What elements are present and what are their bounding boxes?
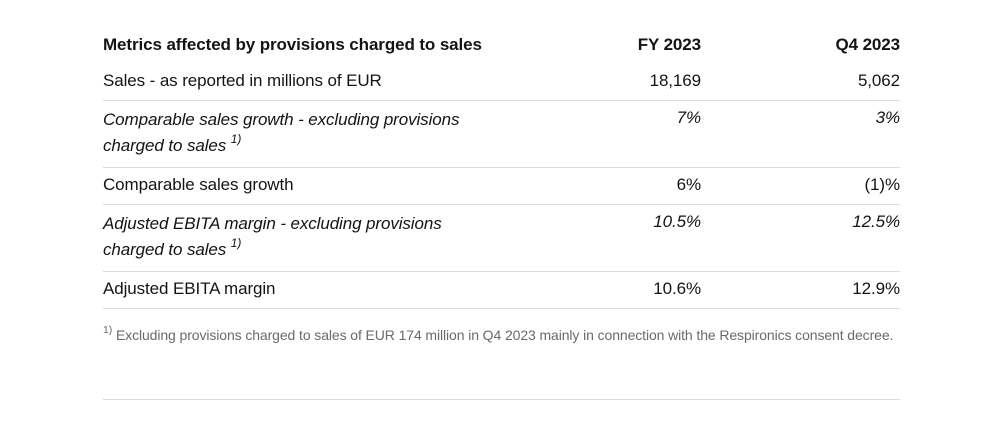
q4-2023-value: 5,062 (701, 64, 900, 101)
table-row: Sales - as reported in millions of EUR 1… (103, 64, 900, 101)
table-body: Sales - as reported in millions of EUR 1… (103, 64, 900, 309)
row-label: Adjusted EBITA margin (103, 279, 276, 298)
footnote-ref: 1) (103, 324, 113, 337)
row-label: Comparable sales growth (103, 175, 294, 194)
footnote-ref-marker: 1) (230, 132, 242, 147)
fy-2023-value: 10.6% (581, 271, 701, 309)
table-row: Comparable sales growth 6% (1)% (103, 167, 900, 205)
footnote-text: Excluding provisions charged to sales of… (115, 327, 894, 343)
footnote: 1) Excluding provisions charged to sales… (103, 325, 900, 345)
fy-2023-value: 6% (581, 167, 701, 205)
q4-2023-value: 12.9% (701, 271, 900, 309)
report-section: Metrics affected by provisions charged t… (103, 0, 900, 400)
row-label: Sales - as reported in millions of EUR (103, 71, 382, 90)
table-row: Adjusted EBITA margin 10.6% 12.9% (103, 271, 900, 309)
fy-2023-value: 7% (581, 100, 701, 168)
table-row: Comparable sales growth - excluding prov… (103, 100, 900, 168)
q4-2023-value: 12.5% (701, 204, 900, 272)
metrics-table: Metrics affected by provisions charged t… (103, 34, 900, 309)
row-label: Comparable sales growth - excluding prov… (103, 110, 460, 155)
table-title: Metrics affected by provisions charged t… (103, 35, 482, 54)
fy-2023-value: 18,169 (581, 64, 701, 101)
q4-2023-value: 3% (701, 100, 900, 168)
column-header-q4-2023: Q4 2023 (835, 35, 900, 54)
q4-2023-value: (1)% (701, 167, 900, 205)
table-row: Adjusted EBITA margin - excluding provis… (103, 204, 900, 272)
fy-2023-value: 10.5% (581, 204, 701, 272)
row-label: Adjusted EBITA margin - excluding provis… (103, 214, 442, 259)
table-header-row: Metrics affected by provisions charged t… (103, 34, 900, 64)
column-header-fy-2023: FY 2023 (637, 35, 701, 54)
footnote-ref-marker: 1) (230, 236, 242, 251)
bottom-divider (103, 399, 900, 400)
